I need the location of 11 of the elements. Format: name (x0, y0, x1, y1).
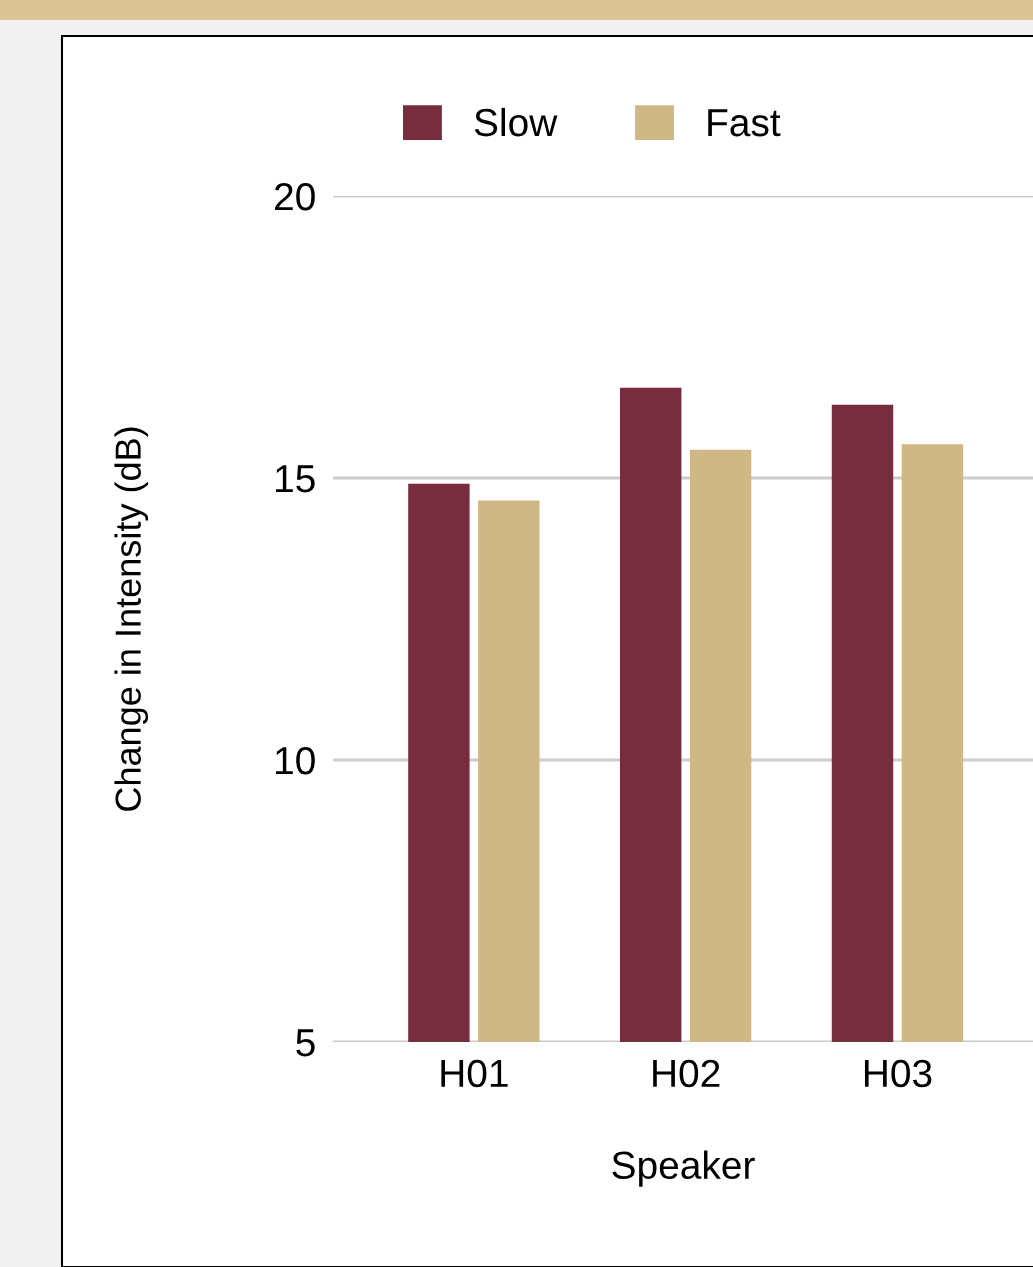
y-tick-label: 10 (276, 746, 315, 775)
x-tick-label: H01 (441, 1059, 508, 1088)
y-tick-label: 5 (296, 1029, 315, 1057)
legend-label: Fast (708, 109, 781, 137)
y-tick-label: 20 (275, 182, 315, 211)
x-axis-title: Speaker (612, 1150, 755, 1187)
x-tick-label: H03 (864, 1059, 932, 1088)
y-axis-title: Change in Intensity (dB) (114, 427, 149, 811)
x-tick-label: H02 (653, 1059, 720, 1088)
y-tick-label: 15 (276, 465, 315, 493)
legend-label: Slow (474, 107, 558, 137)
